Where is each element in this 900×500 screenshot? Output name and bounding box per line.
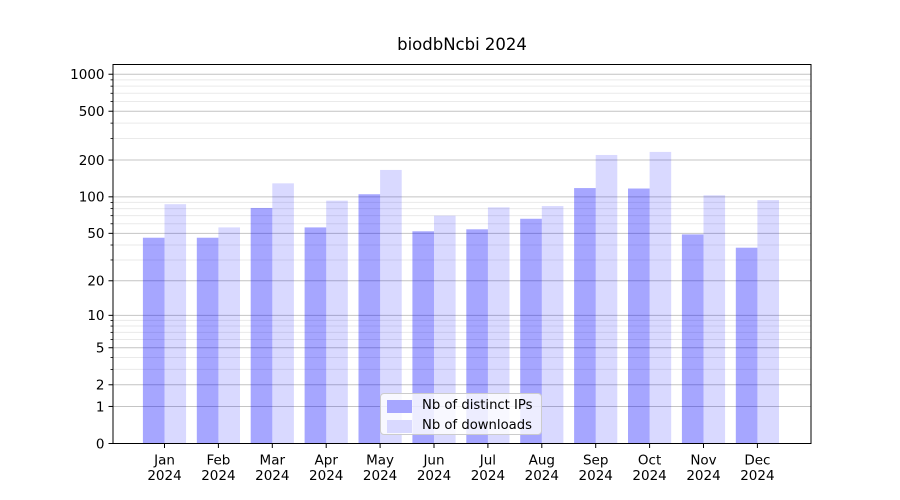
x-tick-label-year: 2024: [201, 468, 235, 484]
bar-distinct-ips: [304, 227, 327, 444]
bar-downloads: [757, 200, 779, 444]
x-tick-label-month: Apr: [315, 453, 339, 469]
legend-item: Nb of downloads: [387, 417, 535, 435]
x-tick-label-year: 2024: [147, 468, 181, 484]
bar-downloads: [434, 215, 456, 444]
x-tick-label-month: May: [366, 453, 394, 469]
x-tick-label-year: 2024: [579, 468, 613, 484]
bar-distinct-ips: [574, 188, 596, 444]
bar-downloads: [703, 195, 726, 444]
y-tick-label: 200: [79, 153, 105, 169]
chart-title: biodbNcbi 2024: [397, 35, 527, 54]
x-tick-label-year: 2024: [363, 468, 397, 484]
bar-downloads: [380, 169, 402, 444]
x-tick-label-month: Feb: [206, 453, 230, 469]
bar-distinct-ips: [196, 237, 219, 444]
x-tick-label-year: 2024: [525, 468, 559, 484]
x-tick-label-month: Dec: [744, 453, 770, 469]
x-tick-label-month: Sep: [583, 453, 608, 469]
bar-distinct-ips: [250, 207, 273, 444]
x-tick-label-year: 2024: [309, 468, 343, 484]
y-tick-label: 100: [79, 190, 105, 206]
bar-downloads: [218, 227, 240, 444]
bar-downloads: [649, 151, 672, 444]
y-tick-label: 1000: [70, 67, 104, 83]
bar-downloads: [326, 200, 348, 444]
legend-item: Nb of distinct IPs: [387, 397, 535, 415]
y-tick-label: 10: [87, 308, 104, 324]
legend-swatch-downloads: [387, 419, 412, 433]
bar-downloads: [487, 207, 510, 444]
x-tick-label-year: 2024: [740, 468, 774, 484]
bar-downloads: [595, 154, 618, 444]
x-tick-label-year: 2024: [686, 468, 720, 484]
y-tick-label: 20: [87, 274, 104, 290]
x-tick-label-month: Nov: [690, 453, 716, 469]
x-tick-label-month: Jul: [479, 453, 496, 469]
bar-distinct-ips: [466, 229, 488, 444]
bar-downloads: [272, 183, 294, 444]
bar-distinct-ips: [735, 247, 758, 444]
bar-downloads: [164, 204, 187, 444]
legend-label: Nb of downloads: [422, 418, 532, 433]
y-tick-label: 5: [96, 341, 105, 357]
y-tick-label: 50: [87, 226, 104, 242]
x-tick-label-month: Aug: [529, 453, 555, 469]
legend: Nb of distinct IPs Nb of downloads: [380, 393, 542, 435]
x-tick-label-year: 2024: [255, 468, 289, 484]
legend-swatch-distinct-ips: [387, 399, 412, 413]
x-tick-label-month: Mar: [260, 453, 286, 469]
legend-label: Nb of distinct IPs: [422, 398, 533, 413]
bar-distinct-ips: [628, 188, 650, 444]
bar-distinct-ips: [142, 237, 165, 444]
bar-distinct-ips: [412, 231, 434, 444]
y-tick-label: 2: [96, 378, 105, 394]
x-tick-label-month: Jun: [422, 453, 444, 469]
y-tick-label: 1: [96, 399, 105, 415]
x-tick-label-year: 2024: [417, 468, 451, 484]
y-tick-label: 500: [79, 104, 105, 120]
x-tick-label-month: Oct: [638, 453, 661, 469]
x-tick-label-year: 2024: [632, 468, 666, 484]
bar-distinct-ips: [520, 218, 542, 444]
plot-border: [112, 64, 812, 444]
y-tick-label: 0: [96, 436, 105, 452]
bar-distinct-ips: [358, 194, 381, 444]
x-tick-label-month: Jan: [153, 453, 175, 469]
bar-distinct-ips: [681, 234, 704, 444]
bar-downloads: [541, 206, 564, 444]
x-tick-label-year: 2024: [471, 468, 505, 484]
